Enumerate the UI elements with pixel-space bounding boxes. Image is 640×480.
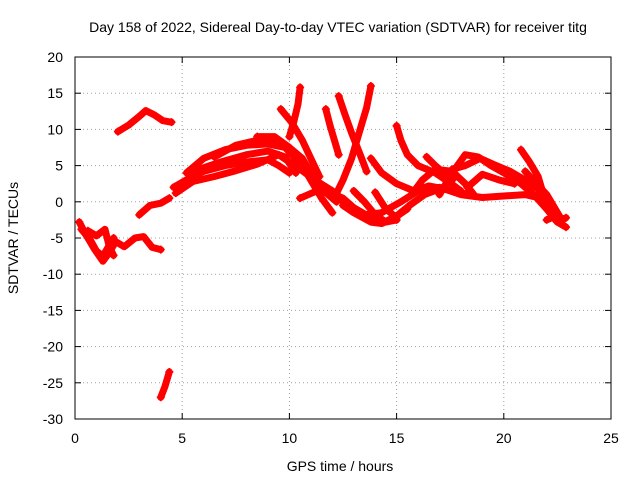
series-marker (296, 83, 305, 92)
series-marker (156, 245, 165, 254)
series-marker (296, 194, 305, 203)
series-marker (559, 215, 568, 224)
y-tick-label: -15 (43, 302, 63, 318)
axis-ticks (74, 56, 612, 420)
series-marker (366, 154, 375, 163)
y-tick-label: -30 (43, 411, 63, 427)
y-tick-label: -5 (51, 230, 64, 246)
series-marker (392, 121, 401, 130)
series-arc-05 (135, 194, 173, 219)
series-marker (109, 251, 118, 260)
series-arc-14 (285, 83, 304, 141)
x-tick-label: 25 (603, 430, 619, 446)
series-marker (113, 127, 122, 136)
y-axis-label: SDTVAR / TECUs (5, 182, 21, 294)
series-marker (463, 183, 472, 192)
series-marker (109, 234, 118, 242)
x-tick-labels: 0 5 10 15 20 25 (71, 430, 619, 446)
series-marker (362, 167, 371, 176)
y-tick-label: 5 (55, 158, 63, 174)
series-arc-33 (543, 212, 568, 224)
series-marker (135, 210, 144, 219)
series-marker (171, 189, 180, 198)
series-arc-23 (371, 188, 401, 222)
series-marker (182, 168, 191, 177)
series-marker (165, 194, 174, 203)
x-tick-label: 5 (178, 430, 186, 446)
series-marker (317, 186, 326, 195)
series-marker (334, 92, 343, 101)
series-marker (315, 172, 324, 181)
series-marker (422, 152, 431, 161)
series-arc-06 (157, 368, 173, 401)
series-arc-03 (84, 225, 118, 259)
series-marker (75, 218, 84, 227)
series-marker (291, 168, 300, 177)
series-marker (253, 132, 262, 141)
series-marker (321, 105, 330, 114)
series-marker (360, 210, 369, 219)
series-marker (435, 190, 444, 199)
y-tick-label: 20 (47, 49, 63, 65)
series-marker (469, 190, 478, 199)
series-marker (339, 201, 347, 210)
series-marker (516, 145, 525, 154)
x-tick-label: 15 (389, 430, 405, 446)
series-marker (83, 226, 92, 235)
series-marker (285, 132, 294, 141)
series-marker (210, 152, 219, 161)
x-tick-label: 20 (496, 430, 512, 446)
x-tick-label: 0 (71, 430, 79, 446)
series-arc-17 (333, 82, 375, 197)
series-marker (366, 81, 375, 90)
series-marker (521, 167, 530, 176)
y-tick-label: 10 (47, 121, 63, 137)
series-marker (276, 105, 285, 114)
series-marker (156, 393, 165, 402)
y-tick-labels: -30 -25 -20 -15 -10 -5 0 5 10 15 20 (43, 49, 63, 427)
series-marker (407, 190, 416, 199)
data-traces (75, 81, 570, 402)
series-arc-09 (178, 147, 300, 188)
series-arc-15 (322, 105, 343, 159)
series-marker (561, 223, 570, 232)
x-axis-label: GPS time / hours (287, 458, 394, 474)
series-marker (77, 225, 86, 234)
series-marker (169, 183, 178, 192)
series-marker (349, 186, 358, 195)
series-marker (448, 165, 457, 174)
series-marker (167, 118, 176, 127)
series-arc-04 (114, 107, 175, 136)
chart-title: Day 158 of 2022, Sidereal Day-to-day VTE… (89, 19, 587, 35)
series-marker (328, 208, 337, 217)
series-arc-13 (277, 105, 323, 180)
series-arc-25 (367, 154, 476, 199)
series-marker (510, 179, 519, 188)
series-marker (371, 188, 380, 197)
series-marker (178, 179, 187, 188)
y-tick-label: 15 (47, 85, 63, 101)
y-tick-label: -25 (43, 375, 63, 391)
series-marker (392, 213, 401, 222)
series-arc-16 (335, 92, 371, 175)
series-marker (542, 215, 551, 224)
y-tick-label: -20 (43, 339, 63, 355)
series-marker (334, 150, 343, 159)
series-arc-30 (463, 170, 518, 191)
x-tick-label: 10 (282, 430, 298, 446)
y-tick-label: -10 (43, 266, 63, 282)
series-marker (165, 367, 174, 376)
y-tick-label: 0 (55, 194, 63, 210)
